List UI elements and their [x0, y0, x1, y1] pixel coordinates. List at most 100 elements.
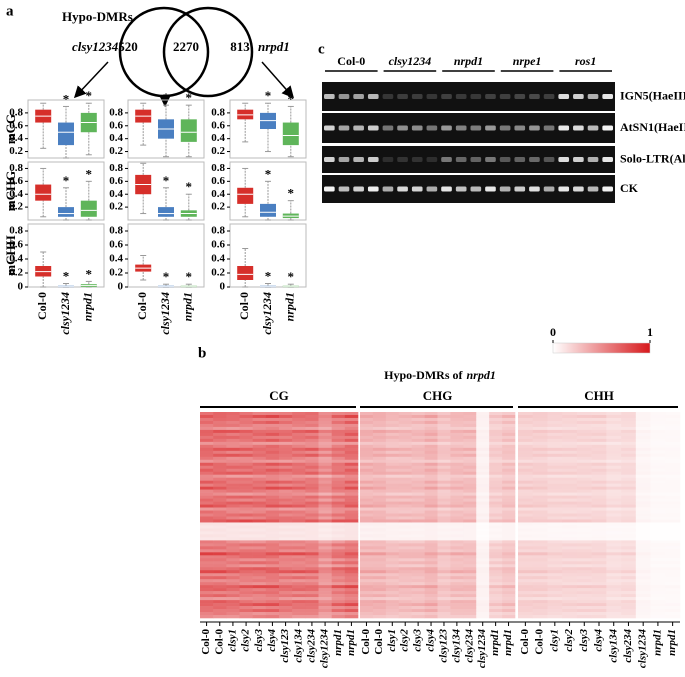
heatmap-cell	[489, 564, 503, 568]
heatmap-cell	[650, 558, 666, 562]
heatmap-cell	[252, 537, 267, 541]
heatmap-cell	[239, 516, 253, 520]
heatmap-cell	[344, 591, 359, 595]
column-label: clsy234	[463, 629, 475, 663]
heatmap-cell	[489, 603, 503, 607]
heatmap-cell	[213, 561, 227, 565]
heatmap-cell	[576, 495, 592, 499]
heatmap-cell	[665, 615, 681, 619]
heatmap-cell	[437, 480, 451, 484]
heatmap-cell	[213, 540, 227, 544]
heatmap-cell	[576, 474, 592, 478]
heatmap-cell	[532, 567, 548, 571]
heatmap-cell	[489, 426, 503, 431]
heatmap-cell	[463, 447, 477, 452]
heatmap-cell	[650, 582, 666, 586]
heatmap-cell	[650, 564, 666, 568]
heatmap-cell	[518, 588, 534, 592]
heatmap-cell	[424, 456, 438, 461]
heatmap-cell	[385, 498, 400, 502]
heatmap-cell	[665, 543, 681, 547]
heatmap-cell	[265, 483, 280, 487]
heatmap-cell	[252, 438, 267, 443]
heatmap-cell	[398, 504, 412, 508]
heatmap-cell	[372, 465, 387, 470]
heatmap-cell	[344, 570, 359, 574]
heatmap-cell	[621, 417, 637, 422]
heatmap-cell	[518, 447, 534, 452]
heatmap-cell	[591, 516, 607, 520]
heatmap-cell	[252, 426, 267, 431]
heatmap-cell	[305, 453, 319, 458]
heatmap-cell	[591, 450, 607, 455]
heatmap-cell	[547, 543, 563, 547]
heatmap-cell	[532, 444, 548, 449]
heatmap-cell	[305, 492, 319, 496]
heatmap-cell	[650, 612, 666, 616]
heatmap-cell	[665, 525, 681, 529]
heatmap-cell	[576, 504, 592, 508]
heatmap-cell	[265, 474, 280, 478]
heatmap-cell	[360, 495, 374, 499]
heatmap-cell	[665, 447, 681, 452]
heatmap-cell	[344, 498, 359, 502]
heatmap-cell	[621, 564, 637, 568]
heatmap-cell	[252, 412, 267, 416]
heatmap-cell	[518, 513, 534, 517]
heatmap-cell	[200, 528, 214, 532]
heatmap-cell	[279, 606, 293, 610]
heatmap-cell	[621, 534, 637, 538]
heatmap-cell	[360, 477, 374, 481]
heatmap-cell	[576, 510, 592, 514]
heatmap-cell	[547, 537, 563, 541]
heatmap-cell	[292, 570, 306, 574]
heatmap-cell	[547, 441, 563, 446]
heatmap-cell	[502, 519, 516, 523]
heatmap-cell	[606, 426, 622, 431]
heatmap-cell	[424, 570, 438, 574]
heatmap-cell	[372, 441, 387, 446]
heatmap-cell	[252, 552, 267, 556]
heatmap-cell	[360, 498, 374, 502]
heatmap-cell	[437, 537, 451, 541]
heatmap-cell	[450, 582, 464, 586]
heatmap-cell	[292, 564, 306, 568]
heatmap-cell	[502, 501, 516, 505]
gel-band	[470, 157, 482, 162]
heatmap-cell	[476, 555, 490, 559]
heatmap-cell	[411, 558, 425, 562]
heatmap-cell	[606, 450, 622, 455]
heatmap-cell	[547, 522, 563, 526]
heatmap-cell	[360, 450, 374, 455]
heatmap-cell	[265, 531, 280, 535]
heatmap-cell	[265, 492, 280, 496]
heatmap-cell	[547, 444, 563, 449]
heatmap-cell	[265, 552, 280, 556]
heatmap-cell	[292, 576, 306, 580]
heatmap-cell	[411, 615, 425, 619]
heatmap-cell	[532, 609, 548, 613]
heatmap-cell	[424, 606, 438, 610]
heatmap-cell	[562, 495, 578, 499]
y-axis-label: mCHH	[3, 235, 18, 275]
heatmap-cell	[437, 534, 451, 538]
heatmap-cell	[279, 594, 293, 598]
heatmap-cell	[331, 555, 346, 559]
heatmap-cell	[532, 540, 548, 544]
heatmap-cell	[226, 459, 240, 464]
heatmap-cell	[331, 561, 346, 565]
heatmap-cell	[532, 468, 548, 473]
gel-background	[322, 146, 615, 173]
heatmap-cell	[437, 441, 451, 446]
heatmap-cell	[532, 537, 548, 541]
heatmap-cell	[292, 456, 306, 461]
heatmap-cell	[239, 537, 253, 541]
heatmap-cell	[411, 540, 425, 544]
heatmap-cell	[372, 588, 387, 592]
heatmap-cell	[424, 495, 438, 499]
heatmap-cell	[372, 531, 387, 535]
heatmap-cell	[292, 555, 306, 559]
heatmap-cell	[463, 540, 477, 544]
heatmap-cell	[372, 603, 387, 607]
heatmap-cell	[547, 417, 563, 422]
